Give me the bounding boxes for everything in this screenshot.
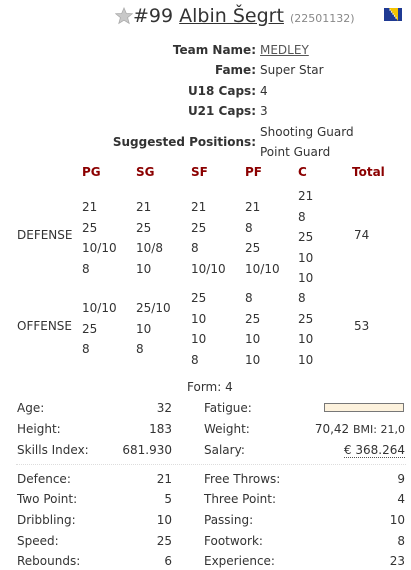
skill-passing-value: 10 [389, 513, 405, 527]
bmi-text: BMI: 21,0 [353, 423, 405, 436]
fatigue-bar [324, 403, 404, 412]
header-pg: PG [82, 165, 101, 179]
player-number: #99 [133, 5, 174, 27]
offense-sf: 25 10 10 8 [191, 291, 207, 367]
skill-three-point-value: 4 [397, 492, 405, 506]
suggested-position-1: Shooting Guard [260, 125, 354, 139]
skill-defence-value: 21 [156, 472, 172, 486]
header-total: Total [352, 165, 385, 179]
player-id: (22501132) [289, 12, 355, 25]
skill-defence-label: Defence: [17, 472, 71, 486]
u18-caps-value: 4 [260, 84, 268, 98]
bosnia-flag-icon [384, 8, 402, 21]
header-pf: PF [245, 165, 262, 179]
fame-label: Fame: [214, 63, 256, 77]
skills-index-value: 681.930 [122, 443, 172, 457]
player-header: #99 Albin Šegrt (22501132) [133, 5, 355, 27]
form-text: Form: 4 [187, 380, 233, 394]
skill-free-throws-value: 9 [397, 472, 405, 486]
team-name-label: Team Name: [172, 43, 256, 57]
age-value: 32 [156, 401, 172, 415]
offense-pg: 10/10 25 8 [82, 301, 117, 356]
skill-speed-label: Speed: [17, 534, 59, 548]
star-icon[interactable] [115, 7, 133, 25]
defense-c: 21 8 25 10 10 [298, 189, 314, 285]
skill-speed-value: 25 [156, 534, 172, 548]
skill-rebounds-label: Rebounds: [17, 554, 81, 568]
defense-sg: 21 25 10/8 10 [136, 200, 163, 276]
offense-pf: 8 25 10 10 [245, 291, 261, 367]
suggested-position-2: Point Guard [260, 145, 331, 159]
skill-dribbling-value: 10 [156, 513, 172, 527]
u21-caps-value: 3 [260, 104, 268, 118]
defense-total: 74 [354, 228, 370, 242]
skill-two-point-value: 5 [164, 492, 172, 506]
age-label: Age: [17, 401, 45, 415]
weight-value: 70,42 [314, 422, 350, 436]
skill-passing-label: Passing: [204, 513, 254, 527]
offense-total: 53 [354, 319, 370, 333]
header-sf: SF [191, 165, 208, 179]
u18-caps-label: U18 Caps: [187, 84, 256, 98]
salary-label: Salary: [204, 443, 245, 457]
player-name-link[interactable]: Albin Šegrt [179, 5, 284, 27]
skills-index-label: Skills Index: [17, 443, 89, 457]
fame-value: Super Star [260, 63, 324, 77]
offense-c: 8 25 10 10 [298, 291, 314, 367]
skill-dribbling-label: Dribbling: [17, 513, 76, 527]
skill-free-throws-label: Free Throws: [204, 472, 281, 486]
header-sg: SG [136, 165, 155, 179]
skill-rebounds-value: 6 [164, 554, 172, 568]
skill-three-point-label: Three Point: [204, 492, 277, 506]
height-label: Height: [17, 422, 61, 436]
offense-sg: 25/10 10 8 [136, 301, 171, 356]
skill-experience-value: 23 [389, 554, 405, 568]
team-name-link[interactable]: MEDLEY [260, 43, 309, 57]
fatigue-label: Fatigue: [204, 401, 252, 415]
offense-label: OFFENSE [17, 319, 73, 333]
skill-experience-label: Experience: [204, 554, 275, 568]
defense-pg: 21 25 10/10 8 [82, 200, 117, 276]
header-c: C [298, 165, 307, 179]
divider [16, 464, 406, 465]
defense-pf: 21 8 25 10/10 [245, 200, 280, 276]
height-value: 183 [149, 422, 172, 436]
skill-footwork-label: Footwork: [204, 534, 263, 548]
weight-label: Weight: [204, 422, 250, 436]
salary-value[interactable]: € 368.264 [343, 443, 405, 458]
weight-value-group: 70,42 BMI: 21,0 [315, 422, 405, 436]
defense-sf: 21 25 8 10/10 [191, 200, 226, 276]
suggested-positions-label: Suggested Positions: [112, 135, 256, 149]
u21-caps-label: U21 Caps: [187, 104, 256, 118]
defense-label: DEFENSE [17, 228, 73, 242]
skill-footwork-value: 8 [397, 534, 405, 548]
skill-two-point-label: Two Point: [17, 492, 78, 506]
